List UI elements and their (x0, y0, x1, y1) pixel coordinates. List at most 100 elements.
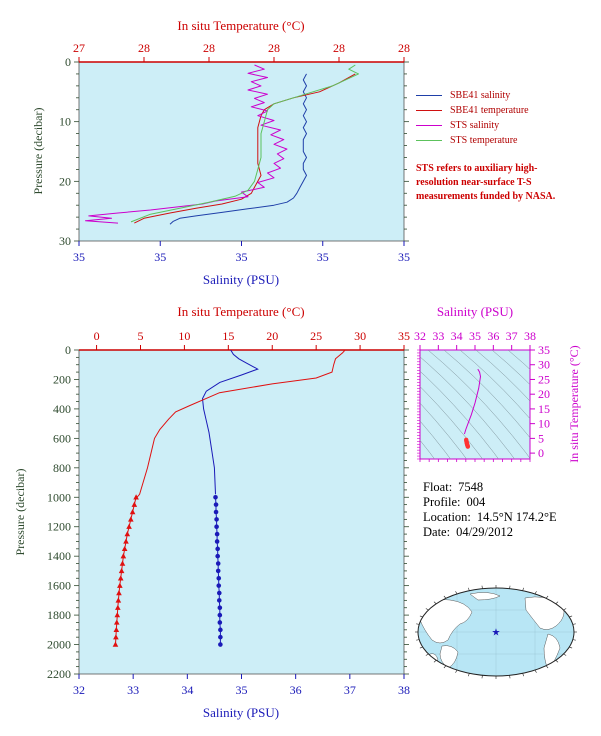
bottom-pressure-tick-label: 1400 (47, 549, 71, 563)
ts-temperature-axis-title: In situ Temperature (°C) (567, 345, 581, 462)
bottom-panel-pressure-axis-title: Pressure (decibar) (13, 469, 27, 556)
chart-legend: SBE41 salinity SBE41 temperature STS sal… (416, 88, 596, 204)
bottom-temperature-tick-label: 10 (178, 329, 190, 343)
profile-key: Profile: (423, 495, 461, 509)
map-edge-tick (555, 601, 559, 604)
top-panel-pressure-ticks: 0 10 20 30 (59, 55, 409, 248)
temperature-sample-point (120, 553, 127, 559)
salinity-sample-point (217, 612, 223, 618)
bottom-pressure-tick-label: 800 (53, 461, 71, 475)
temperature-sample-point (112, 641, 119, 647)
location-row: Location: 14.5°N 174.2°E (423, 510, 557, 525)
salinity-sample-point (215, 546, 220, 552)
map-edge-tick (416, 623, 420, 625)
map-edge-tick (534, 669, 537, 673)
ts-salinity-tick-label: 36 (487, 329, 499, 343)
bottom-salinity-tick-label: 36 (290, 683, 302, 697)
top-panel-salinity-axis-title: Salinity (PSU) (203, 272, 279, 287)
map-edge-tick (555, 660, 559, 663)
float-id-key: Float: (423, 480, 453, 494)
bottom-temperature-tick-label: 35 (398, 329, 410, 343)
float-location-marker: ★ (492, 627, 501, 638)
salinity-sample-point (216, 575, 222, 581)
legend-label: SBE41 temperature (450, 105, 529, 116)
salinity-sample-point (216, 590, 222, 596)
temperature-profile-line (136, 350, 346, 498)
salinity-sample-point (213, 509, 219, 515)
top-panel: In situ Temperature (°C) 27 28 28 28 28 28 0 1… (31, 18, 410, 287)
legend-swatch (416, 110, 442, 111)
map-edge-tick (455, 669, 458, 673)
bottom-pressure-tick-label: 2200 (47, 667, 71, 681)
map-edge-tick (416, 639, 420, 641)
map-edge-ticks (415, 585, 577, 679)
legend-item-sts-temperature: STS temperature (416, 133, 596, 148)
top-panel-plot-area (78, 61, 405, 242)
bottom-pressure-tick-label: 600 (53, 431, 71, 445)
salinity-sample-point (217, 620, 223, 625)
salinity-profile-line (201, 350, 259, 495)
temperature-sample-point (113, 634, 119, 640)
top-salinity-tick-label: 35 (398, 250, 410, 264)
world-map: ★ (415, 585, 577, 679)
bottom-pressure-tick-label: 2000 (47, 638, 71, 652)
map-edge-tick (433, 660, 437, 663)
bottom-panel-salinity-axis-title: Salinity (PSU) (203, 705, 279, 720)
top-pressure-tick-label: 0 (65, 55, 71, 69)
top-panel-series (85, 64, 359, 225)
top-pressure-tick-label: 30 (59, 234, 71, 248)
map-edge-tick (545, 665, 549, 669)
ts-salinity-tick-label: 34 (451, 329, 463, 343)
map-edge-tick (534, 591, 537, 595)
bottom-panel-temperature-ticks: 0 5 10 15 20 25 30 35 (94, 329, 410, 350)
bottom-temperature-tick-label: 5 (137, 329, 143, 343)
top-panel-pressure-axis-title: Pressure (decibar) (31, 108, 45, 195)
top-temperature-tick-label: 28 (333, 41, 345, 55)
float-metadata: Float: 7548 Profile: 004 Location: 14.5°… (423, 480, 557, 540)
map-landmasses (419, 592, 565, 671)
bottom-panel-salinity-ticks: 32 33 34 35 36 37 38 (73, 674, 410, 697)
legend-label: SBE41 salinity (450, 90, 511, 101)
temperature-sample-point (124, 531, 131, 537)
map-edge-tick (419, 646, 423, 649)
top-salinity-tick-label: 35 (317, 250, 329, 264)
bottom-salinity-tick-label: 38 (398, 683, 410, 697)
ts-salinity-ticks: 32 33 34 35 36 37 38 (414, 329, 536, 462)
temperature-sample-point (114, 612, 121, 618)
series-line-sbe41-salinity (169, 73, 307, 225)
bottom-temperature-tick-label: 15 (222, 329, 234, 343)
location-value: 14.5°N 174.2°E (476, 510, 557, 524)
map-edge-tick (481, 675, 483, 679)
bottom-salinity-tick-label: 35 (236, 683, 248, 697)
ts-series (463, 368, 482, 449)
map-edge-tick (425, 653, 429, 656)
density-contour (475, 350, 530, 402)
ts-temperature-tick-label: 20 (538, 387, 550, 401)
ts-salinity-tick-label: 33 (432, 329, 444, 343)
ts-temperature-tick-label: 35 (538, 343, 550, 357)
top-pressure-tick-label: 20 (59, 174, 71, 188)
bottom-temperature-tick-label: 0 (94, 329, 100, 343)
ts-curve (463, 368, 482, 435)
temperature-sample-point (133, 494, 139, 500)
top-temperature-tick-label: 28 (268, 41, 280, 55)
map-edge-tick (509, 585, 511, 589)
temperature-sample-point (113, 619, 120, 625)
salinity-sample-point (218, 627, 223, 633)
float-id-value: 7548 (458, 480, 484, 494)
ts-salinity-tick-label: 32 (414, 329, 426, 343)
density-contour (491, 350, 530, 385)
temperature-sample-point (118, 567, 125, 574)
ts-temperature-tick-label: 0 (538, 446, 544, 460)
salinity-sample-point (215, 561, 221, 566)
bottom-salinity-tick-label: 37 (344, 683, 356, 697)
map-edge-tick (509, 675, 511, 679)
map-edge-tick (468, 587, 470, 591)
bottom-pressure-tick-label: 1000 (47, 490, 71, 504)
salinity-sample-point (218, 642, 223, 647)
bottom-salinity-tick-label: 32 (73, 683, 85, 697)
map-edge-tick (468, 673, 470, 677)
temperature-sample-point (119, 560, 126, 566)
map-edge-tick (569, 615, 573, 618)
date-row: Date: 04/29/2012 (423, 525, 557, 540)
